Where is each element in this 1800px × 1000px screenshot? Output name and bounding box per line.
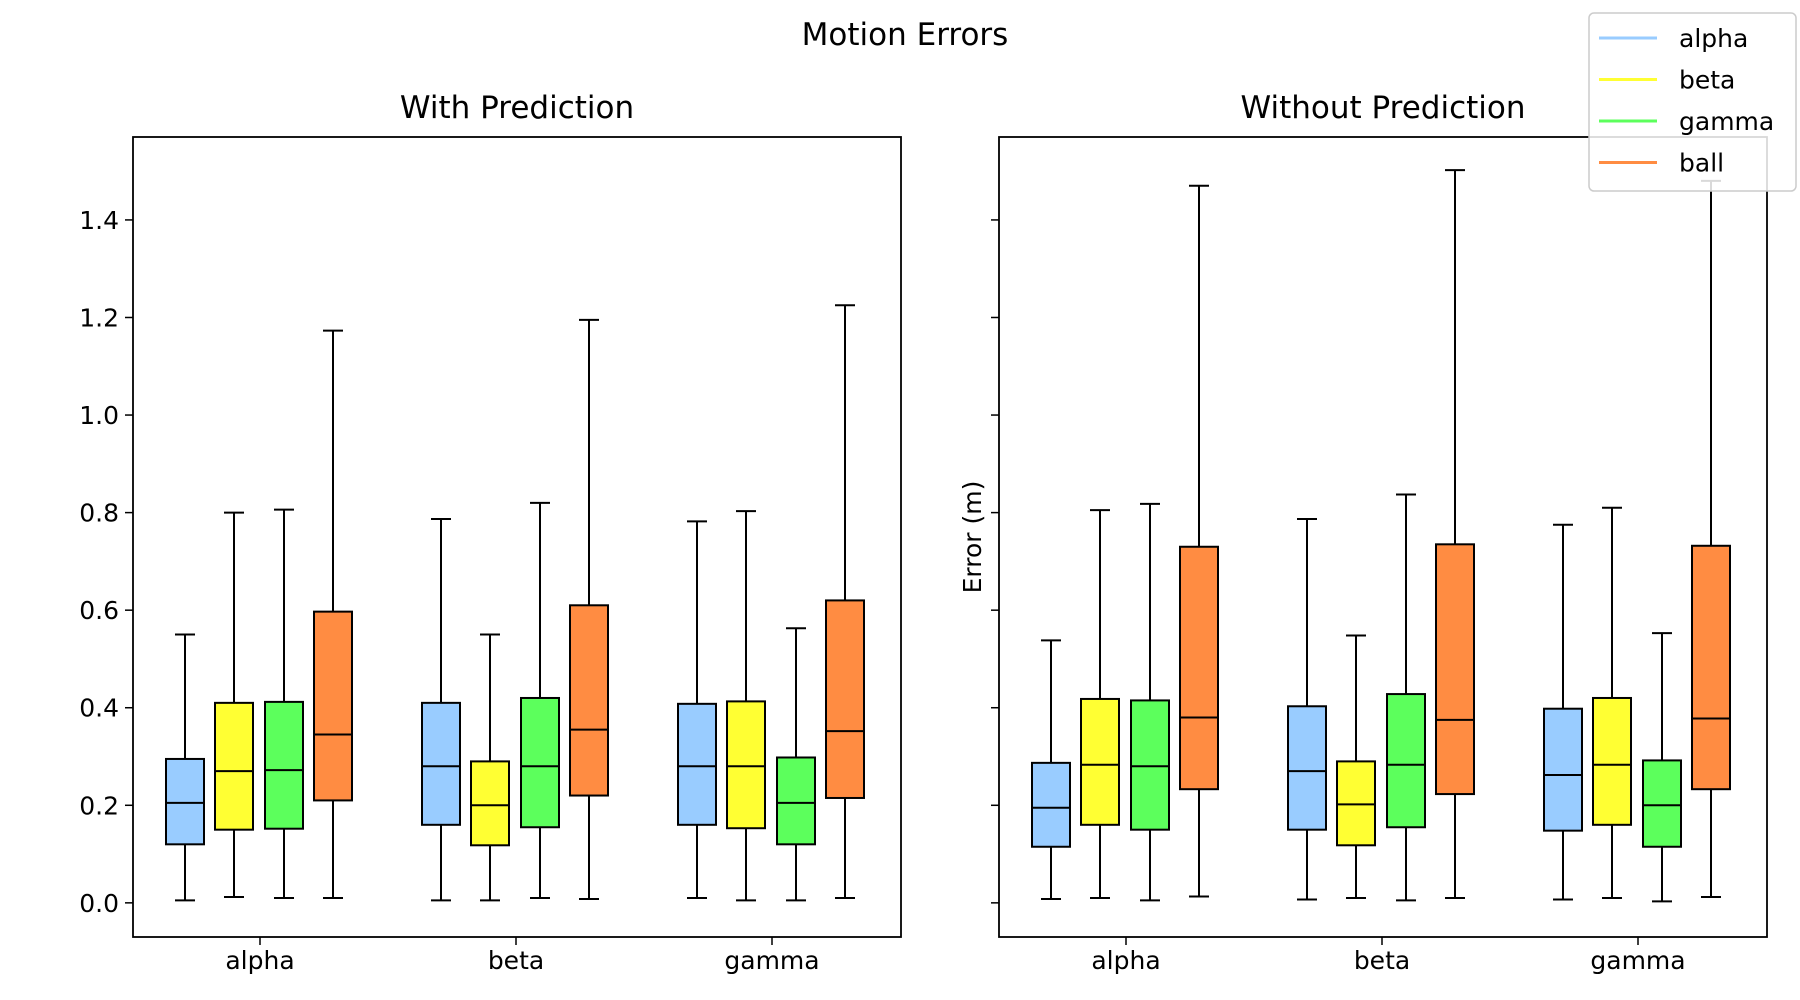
box-iqr [1386, 693, 1426, 829]
y-tick-label: 1.2 [79, 303, 119, 332]
box-iqr [1642, 759, 1682, 848]
legend: alpha beta gamma ball [1588, 12, 1797, 192]
box-alpha [1543, 523, 1583, 901]
y-tick-label: 0.2 [79, 791, 119, 820]
box-iqr [776, 756, 816, 846]
legend-label: ball [1679, 149, 1724, 178]
axes-frame [132, 136, 902, 938]
group-gamma: gamma [677, 304, 865, 975]
legend-label: alpha [1679, 24, 1748, 53]
box-beta [1336, 634, 1376, 899]
box-iqr [1592, 696, 1632, 826]
box-beta [214, 511, 254, 898]
box-ball [1691, 179, 1731, 898]
x-tick-label: gamma [1590, 946, 1685, 975]
box-gamma [1130, 502, 1170, 902]
box-ball [313, 329, 353, 899]
box-iqr [1287, 705, 1327, 831]
box-gamma [520, 501, 560, 899]
panel-2: Without Prediction alpha beta gamma [991, 90, 1768, 975]
box-alpha [1287, 517, 1327, 901]
legend-entry-alpha: alpha [1599, 24, 1748, 53]
box-beta [1592, 506, 1632, 899]
box-iqr [726, 700, 766, 830]
box-iqr [825, 599, 865, 799]
x-tick-label: beta [1354, 946, 1410, 975]
box-beta [726, 510, 766, 902]
box-iqr [1543, 707, 1583, 832]
box-ball [569, 318, 609, 900]
box-gamma [1642, 632, 1682, 903]
legend-entry-ball: ball [1599, 149, 1724, 178]
box-iqr [1080, 697, 1120, 826]
box-iqr [1435, 543, 1475, 796]
panel-title: With Prediction [400, 90, 634, 126]
y-tick-label: 0.4 [79, 694, 119, 723]
box-gamma [1386, 493, 1426, 902]
legend-frame [1588, 12, 1797, 192]
x-tick-label: alpha [1091, 946, 1160, 975]
box-iqr [214, 701, 254, 831]
box-iqr [421, 701, 461, 826]
box-alpha [677, 520, 717, 899]
y-tick-label: 0.0 [79, 889, 119, 918]
box-ball [825, 304, 865, 899]
x-tick-label: gamma [724, 946, 819, 975]
box-beta [470, 633, 510, 902]
x-tick-label: beta [488, 946, 544, 975]
box-gamma [264, 508, 304, 899]
group-beta: beta [421, 318, 609, 975]
box-iqr [1691, 544, 1731, 791]
box-gamma [776, 627, 816, 902]
box-iqr [1031, 761, 1071, 848]
legend-entry-beta: beta [1599, 66, 1735, 95]
box-ball [1435, 169, 1475, 899]
box-iqr [1130, 699, 1170, 831]
box-iqr [313, 610, 353, 802]
axes-frame [998, 136, 1768, 938]
box-ball [1179, 184, 1219, 898]
box-iqr [569, 604, 609, 797]
box-iqr [1179, 545, 1219, 791]
panels: With Prediction 0.0 0.2 0.4 0.6 0.8 1.0 1.2 1.4 a… [79, 90, 1768, 975]
group-alpha: alpha [165, 329, 353, 975]
y-tick-label: 1.0 [79, 401, 119, 430]
group-alpha: alpha [1031, 184, 1219, 975]
box-iqr [165, 757, 205, 846]
panel-title: Without Prediction [1240, 90, 1525, 126]
box-alpha [421, 517, 461, 902]
legend-label: beta [1679, 66, 1735, 95]
y-tick-label: 0.8 [79, 499, 119, 528]
x-tick-label: alpha [225, 946, 294, 975]
chart-title: Motion Errors [802, 17, 1009, 53]
box-iqr [677, 702, 717, 826]
y-tick-label: 0.6 [79, 596, 119, 625]
box-alpha [165, 633, 205, 902]
box-iqr [520, 696, 560, 829]
box-alpha [1031, 639, 1071, 900]
box-beta [1080, 509, 1120, 899]
box-iqr [264, 700, 304, 830]
legend-entry-gamma: gamma [1599, 107, 1774, 136]
group-beta: beta [1287, 169, 1475, 975]
legend-label: gamma [1679, 107, 1774, 136]
box-iqr [470, 760, 510, 847]
panel-1: With Prediction 0.0 0.2 0.4 0.6 0.8 1.0 1.2 1.4 a… [79, 90, 902, 975]
group-gamma: gamma [1543, 179, 1731, 975]
y-tick-label: 1.4 [79, 206, 119, 235]
y-axis-label: Error (m) [958, 481, 987, 594]
